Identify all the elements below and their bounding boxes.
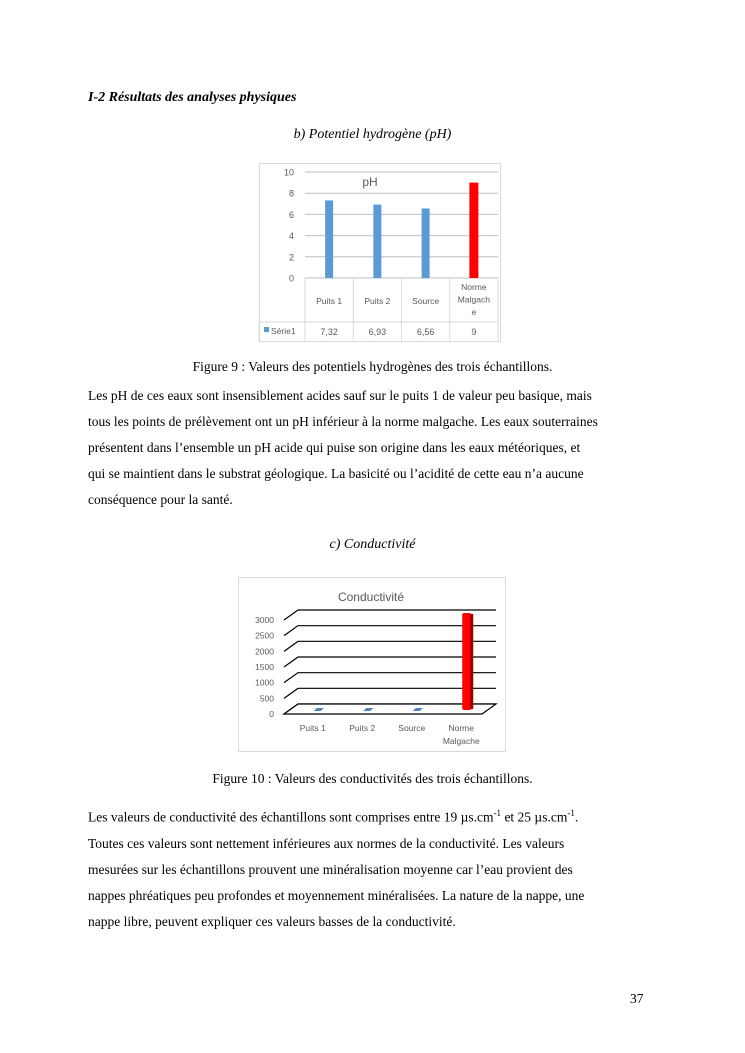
chart-frame xyxy=(238,577,506,752)
text-line: mesurées sur les échantillons prouvent u… xyxy=(88,861,573,877)
bar xyxy=(421,208,430,278)
text: et 25 µs.cm xyxy=(501,809,568,825)
category-label: Puits 1 xyxy=(316,296,342,306)
data-table-value: 6,93 xyxy=(369,327,387,337)
text-line: Les pH de ces eaux sont insensiblement a… xyxy=(88,388,592,403)
bar xyxy=(325,200,334,278)
text-line: présentent dans l’ensemble un pH acide q… xyxy=(88,440,581,455)
chart-title: pH xyxy=(362,175,377,189)
superscript: -1 xyxy=(567,808,575,818)
legend-label: Série1 xyxy=(271,326,296,336)
category-label: e xyxy=(472,307,477,317)
chart-title: Conductivité xyxy=(338,590,404,604)
text-line: qui se maintient dans le substrat géolog… xyxy=(88,466,584,481)
chart-floor xyxy=(282,703,498,715)
text-line: nappes phréatiques peu profondes et moye… xyxy=(88,887,585,903)
bar xyxy=(462,613,472,710)
data-table-value: 7,32 xyxy=(320,327,338,337)
text-line: Toutes ces valeurs sont nettement inféri… xyxy=(88,835,565,851)
category-label: Norme xyxy=(448,723,474,733)
y-tick-label: 2500 xyxy=(255,631,274,641)
paragraph-ph: Les pH de ces eaux sont insensiblement a… xyxy=(88,383,655,513)
figure-9-caption: Figure 9 : Valeurs des potentiels hydrog… xyxy=(192,359,553,374)
y-tick-label: 4 xyxy=(289,231,294,241)
text: Les valeurs de conductivité des échantil… xyxy=(88,809,494,825)
y-tick-label: 8 xyxy=(289,189,294,199)
category-label: Puits 1 xyxy=(300,723,326,733)
category-label: Norme xyxy=(461,282,487,292)
gridline xyxy=(283,687,496,699)
category-label: Puits 2 xyxy=(364,296,390,306)
text-line: conséquence pour la santé. xyxy=(88,492,233,507)
bar xyxy=(373,204,382,278)
page-number: 37 xyxy=(630,991,644,1006)
legend-swatch xyxy=(264,327,269,332)
subheading-conductivity: c) Conductivité xyxy=(329,537,416,552)
text-line: tous les points de prélèvement ont un pH… xyxy=(88,414,598,429)
figure-10-caption: Figure 10 : Valeurs des conductivités de… xyxy=(212,771,533,786)
subheading-ph: b) Potentiel hydrogène (pH) xyxy=(293,127,452,142)
category-label: Malgach xyxy=(458,295,490,305)
ph-chart: 0 2 4 6 8 10 pH Puits 1 Puits 2 Source Norme Malgac… xyxy=(258,163,501,342)
category-label: Source xyxy=(398,723,425,733)
gridline xyxy=(283,625,496,637)
bar xyxy=(469,182,479,278)
bar xyxy=(363,708,374,711)
y-tick-label: 2 xyxy=(289,252,294,262)
bar-side xyxy=(470,614,474,709)
data-table-value: 9 xyxy=(471,327,476,337)
gridline xyxy=(283,656,496,668)
y-tick-label: 500 xyxy=(260,693,274,703)
y-tick-label: 10 xyxy=(284,168,294,178)
bar xyxy=(313,708,324,711)
y-tick-label: 0 xyxy=(269,709,274,719)
gridline xyxy=(283,609,496,621)
category-label: Puits 2 xyxy=(349,723,375,733)
text: . xyxy=(574,809,579,825)
gridline xyxy=(283,672,496,684)
y-tick-label: 2000 xyxy=(255,646,274,656)
y-tick-label: 0 xyxy=(289,274,294,284)
y-tick-label: 3000 xyxy=(255,615,274,625)
paragraph-conductivity: Les valeurs de conductivité des échantil… xyxy=(88,800,655,935)
category-label: Source xyxy=(412,296,439,306)
gridline xyxy=(283,640,496,652)
bar xyxy=(412,708,423,711)
y-tick-label: 1500 xyxy=(255,662,274,672)
y-tick-label: 6 xyxy=(289,210,294,220)
section-heading: I-2 Résultats des analyses physiques xyxy=(88,90,297,105)
category-label: Malgache xyxy=(443,736,480,746)
conductivity-chart: Conductivité 0 500 1000 1500 2000 2500 3000 Puit… xyxy=(238,577,506,752)
y-tick-label: 1000 xyxy=(255,678,274,688)
superscript: -1 xyxy=(493,808,502,818)
data-table-value: 6,56 xyxy=(417,327,435,337)
text-line: nappe libre, peuvent expliquer ces valeu… xyxy=(88,913,456,929)
